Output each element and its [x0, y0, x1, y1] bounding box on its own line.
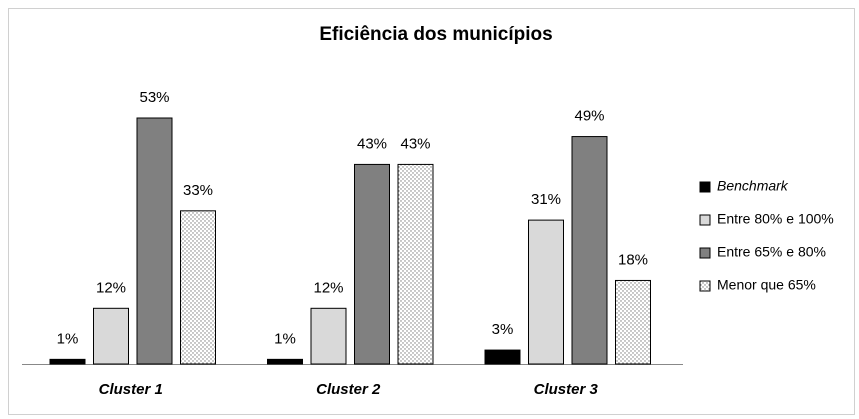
legend-swatch: [699, 280, 711, 292]
value-label: 43%: [357, 135, 387, 152]
value-label: 43%: [400, 135, 430, 152]
value-label: 49%: [574, 108, 604, 125]
legend-label: Benchmark: [717, 178, 789, 194]
legend-swatch: [699, 214, 711, 226]
bar: [354, 163, 390, 365]
bar: [397, 163, 434, 365]
bar: [93, 307, 129, 365]
x-tick-label: Cluster 1: [99, 381, 163, 398]
bar: [310, 307, 347, 365]
bar: [136, 117, 173, 365]
bar: [49, 358, 86, 365]
legend-label: Menor que 65%: [717, 277, 816, 293]
value-label: 12%: [96, 279, 126, 296]
bar: [180, 210, 216, 365]
value-label: 1%: [274, 330, 296, 347]
bar: [484, 349, 521, 365]
legend-label: Entre 80% e 100%: [717, 211, 834, 227]
chart-title: Eficiência dos municípios: [319, 24, 552, 45]
bar: [528, 219, 564, 365]
value-label: 18%: [618, 251, 648, 268]
bar: [615, 279, 651, 365]
x-tick-label: Cluster 2: [316, 381, 381, 398]
value-label: 3%: [492, 321, 514, 338]
value-label: 53%: [139, 89, 169, 106]
legend-swatch: [699, 247, 711, 259]
legend-swatch: [699, 181, 711, 193]
value-label: 1%: [57, 330, 79, 347]
value-label: 31%: [531, 191, 561, 208]
x-tick-label: Cluster 3: [534, 381, 599, 398]
value-label: 33%: [183, 182, 213, 199]
bar: [267, 358, 303, 365]
bar: [571, 136, 608, 365]
legend-label: Entre 65% e 80%: [717, 244, 826, 260]
value-label: 12%: [313, 279, 343, 296]
